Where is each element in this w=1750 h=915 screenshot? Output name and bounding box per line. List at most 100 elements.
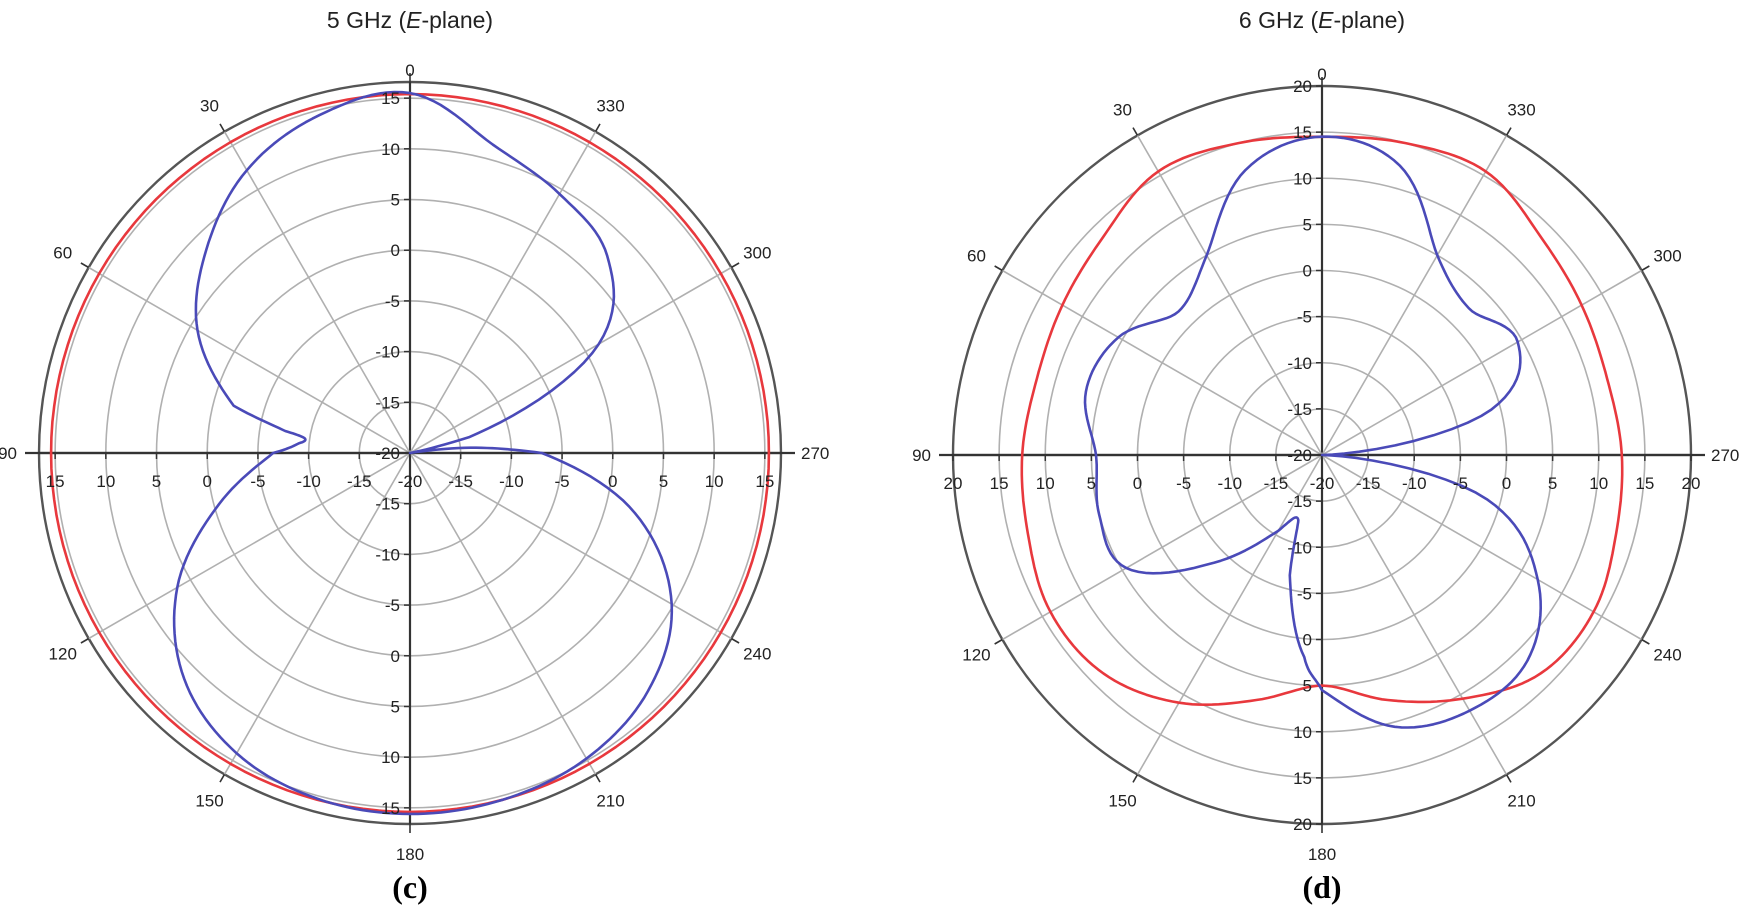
angle-tick <box>1132 127 1139 136</box>
radial-tick-label: 0 <box>202 472 211 491</box>
angle-label: 180 <box>1308 845 1336 864</box>
angle-label: 0 <box>405 61 414 80</box>
angle-label: 270 <box>1711 446 1739 465</box>
angle-label: 60 <box>967 247 986 266</box>
radial-tick-label: 0 <box>1133 474 1142 493</box>
radial-tick-label: -15 <box>1356 474 1381 493</box>
radial-tick-label: 10 <box>381 748 400 767</box>
angle-tick <box>730 262 740 269</box>
radial-tick-label: 20 <box>1293 77 1312 96</box>
radial-tick-label: 15 <box>1635 474 1654 493</box>
radial-tick-label: 15 <box>755 472 774 491</box>
radial-tick-label: 15 <box>381 799 400 818</box>
radial-tick-label: 5 <box>659 472 668 491</box>
panel-d: 6 GHz (E-plane) 20151050-5-10-15-20-15-1… <box>912 7 1739 905</box>
radial-tick-label: -10 <box>1402 474 1427 493</box>
angle-label: 180 <box>396 845 424 864</box>
radial-tick-label: -5 <box>1297 308 1312 327</box>
grid-spoke <box>1321 454 1642 641</box>
grid-spoke <box>1321 454 1508 775</box>
radial-tick-label: 10 <box>1589 474 1608 493</box>
radial-tick-label: 10 <box>705 472 724 491</box>
grid-spoke <box>223 452 411 775</box>
radial-tick-label: -15 <box>1264 474 1289 493</box>
grid-spoke <box>1136 454 1323 775</box>
angle-label: 330 <box>596 97 624 116</box>
panel-d-title: 6 GHz (E-plane) <box>1239 7 1405 33</box>
angle-tick <box>730 637 740 644</box>
panel-d-series <box>1020 135 1624 729</box>
angle-tick <box>1641 638 1650 645</box>
radial-tick-label: 20 <box>1293 815 1312 834</box>
panel-c-grid <box>25 73 795 833</box>
grid-spoke <box>223 131 411 454</box>
radial-tick-label: 0 <box>1303 262 1312 281</box>
angle-tick <box>1505 774 1512 783</box>
radial-tick-label: -15 <box>347 472 372 491</box>
angle-label: 240 <box>743 645 771 664</box>
radial-tick-label: -20 <box>398 472 423 491</box>
radial-tick-label: -10 <box>499 472 524 491</box>
radial-tick-label: -10 <box>1217 474 1242 493</box>
panel-c-series <box>49 90 771 816</box>
radial-tick-label: -5 <box>385 292 400 311</box>
angle-label: 120 <box>49 645 77 664</box>
series-line <box>1020 135 1624 706</box>
grid-spoke <box>1002 454 1323 641</box>
angle-label: 90 <box>912 446 931 465</box>
panel-c: 5 GHz (E-plane) 151050-5-10-15-20-15-10-… <box>0 7 829 905</box>
angle-tick <box>994 265 1003 272</box>
angle-label: 0 <box>1317 65 1326 84</box>
angle-label: 240 <box>1653 646 1681 665</box>
angle-label: 30 <box>1113 100 1132 119</box>
grid-spoke <box>88 452 411 640</box>
radial-tick-label: 5 <box>391 697 400 716</box>
radial-tick-label: 10 <box>1293 723 1312 742</box>
grid-spoke <box>409 452 732 640</box>
grid-spoke <box>1321 135 1508 456</box>
angle-label: 150 <box>1108 792 1136 811</box>
radial-tick-label: 5 <box>1303 677 1312 696</box>
angle-label: 60 <box>53 244 72 263</box>
radial-tick-label: 0 <box>391 241 400 260</box>
radial-tick-label: 15 <box>46 472 65 491</box>
angle-label: 210 <box>596 791 624 810</box>
radial-tick-label: -15 <box>1287 492 1312 511</box>
radial-tick-label: -5 <box>1176 474 1191 493</box>
radial-tick-label: 10 <box>381 140 400 159</box>
radial-tick-label: 15 <box>1293 123 1312 142</box>
grid-spoke <box>88 266 411 454</box>
radial-tick-label: 0 <box>1502 474 1511 493</box>
grid-spoke <box>1002 269 1323 456</box>
panel-c-title: 5 GHz (E-plane) <box>327 7 493 33</box>
series-line <box>1083 135 1542 729</box>
radial-tick-label: 5 <box>152 472 161 491</box>
radial-tick-label: 0 <box>608 472 617 491</box>
angle-label: 120 <box>962 646 990 665</box>
radial-tick-label: 0 <box>1303 631 1312 650</box>
angle-tick <box>80 637 90 644</box>
angle-tick <box>1505 127 1512 136</box>
radial-tick-label: 5 <box>1303 215 1312 234</box>
angle-tick <box>1641 265 1650 272</box>
angle-tick <box>219 773 226 783</box>
angle-label: 150 <box>195 791 223 810</box>
angle-tick <box>994 638 1003 645</box>
radial-tick-label: 10 <box>96 472 115 491</box>
radial-tick-label: -15 <box>375 393 400 412</box>
angle-label: 270 <box>801 444 829 463</box>
radial-tick-label: -15 <box>1287 400 1312 419</box>
grid-spoke <box>1321 269 1642 456</box>
radial-tick-label: -20 <box>1287 446 1312 465</box>
radial-tick-label: -10 <box>296 472 321 491</box>
radial-tick-label: -10 <box>1287 538 1312 557</box>
angle-label: 330 <box>1507 100 1535 119</box>
angle-label: 30 <box>200 97 219 116</box>
radial-tick-label: 10 <box>1293 169 1312 188</box>
radial-tick-label: 20 <box>944 474 963 493</box>
panel-c-caption: (c) <box>392 869 428 905</box>
radial-tick-label: -5 <box>1453 474 1468 493</box>
radial-tick-label: 10 <box>1036 474 1055 493</box>
